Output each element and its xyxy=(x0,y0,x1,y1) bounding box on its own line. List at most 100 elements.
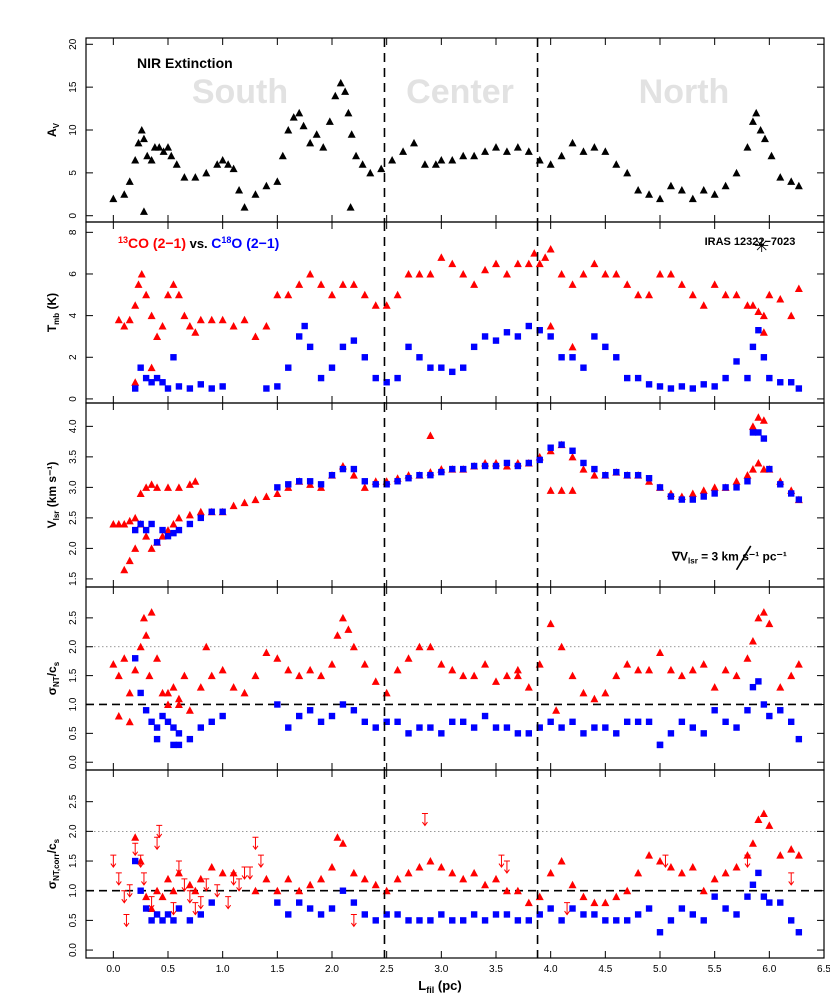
sigma_nt-13co-triangle-point xyxy=(656,648,664,657)
sigma_nt-13co-triangle-point xyxy=(120,654,129,662)
sigma_nt-13co-triangle-point xyxy=(645,665,654,674)
av-nir-triangle-point xyxy=(568,138,577,147)
sigma_nt-c18o-square-point xyxy=(148,718,155,726)
sigma_nt_corr-c18o-square-point xyxy=(492,911,500,918)
av-y-tick-label: 15 xyxy=(68,81,79,93)
sigma_nt_corr-c18o-square-point xyxy=(405,917,412,924)
sigma_nt_corr-13co-triangle-point xyxy=(513,886,522,895)
sigma_nt-c18o-square-point xyxy=(766,712,773,720)
sigma_nt_corr-c18o-square-point xyxy=(678,905,686,912)
av-nir-triangle-point xyxy=(143,151,152,160)
vlsr-c18o-square-point xyxy=(558,441,565,448)
sigma_nt-c18o-square-point xyxy=(536,724,543,731)
av-nir-triangle-point xyxy=(312,130,321,138)
av-nir-triangle-point xyxy=(748,117,757,125)
vlsr-13co-triangle-point xyxy=(164,483,172,491)
vlsr-13co-triangle-point xyxy=(120,519,129,528)
tmb-c18o-square-point xyxy=(700,381,707,388)
vlsr-c18o-square-point xyxy=(760,435,768,442)
vlsr-gradient-line xyxy=(735,545,752,571)
sigma_nt_corr-13co-triangle-point xyxy=(765,821,774,829)
vlsr-13co-triangle-point xyxy=(240,498,249,507)
vlsr-c18o-square-point xyxy=(795,496,803,503)
x-tick-label: 4.5 xyxy=(598,964,612,975)
vlsr-13co-triangle-point xyxy=(349,471,358,479)
sigma_nt-c18o-square-point xyxy=(197,724,204,731)
av-nir-triangle-point xyxy=(278,151,287,160)
av-nir-triangle-point xyxy=(180,173,189,181)
sigma_nt_corr-13co-triangle-point xyxy=(787,845,796,853)
tmb-13co-triangle-point xyxy=(546,322,555,330)
sigma_nt-c18o-square-point xyxy=(175,741,183,749)
sigma_nt-13co-triangle-point xyxy=(524,683,533,691)
sigma_nt_corr-13co-upper-limit-arrow-point xyxy=(154,836,161,851)
sigma_nt_corr-13co-triangle-point xyxy=(688,862,697,871)
tmb-13co-triangle-point xyxy=(481,265,490,274)
av-nir-triangle-point xyxy=(470,151,479,160)
sigma_nt-c18o-square-point xyxy=(547,718,554,726)
vlsr-c18o-square-point xyxy=(285,481,292,488)
frame-layer: 0 5 10 15 20 AV NIR Extinction 0 2 4 6 8 Tmb (K) 13CO… xyxy=(45,37,830,975)
vlsr-y-axis-label: Vlsr (km s⁻¹) xyxy=(45,462,61,529)
sigma_nt_corr-13co-triangle-point xyxy=(262,874,271,883)
sigma_nt_corr-13co-triangle-point xyxy=(218,868,227,877)
av-nir-triangle-point xyxy=(120,190,129,198)
vlsr-c18o-square-point xyxy=(711,490,718,497)
sigma_nt-c18o-square-point xyxy=(427,724,434,731)
sigma_nt_corr-13co-triangle-point xyxy=(328,862,336,871)
av-nir-triangle-point xyxy=(331,91,340,100)
tmb-13co-triangle-point xyxy=(382,301,391,309)
tmb-c18o-square-point xyxy=(153,374,161,382)
tmb-c18o-square-point xyxy=(689,385,696,392)
av-nir-triangle-point xyxy=(420,160,429,168)
sigma_nt_corr-c18o-square-point xyxy=(613,917,620,924)
av-nir-triangle-point xyxy=(262,181,271,190)
sigma_nt_corr-13co-triangle-point xyxy=(338,839,347,847)
vlsr-c18o-square-point xyxy=(591,465,598,473)
tmb-13co-triangle-point xyxy=(754,307,763,315)
av-nir-triangle-point xyxy=(410,138,418,147)
tmb-13co-triangle-point xyxy=(393,290,402,299)
tmb-13co-triangle-point xyxy=(513,259,522,268)
tmb-c18o-square-point xyxy=(503,329,511,336)
tmb-c18o-square-point xyxy=(602,343,609,351)
sigma_nt_corr-13co-upper-limit-arrow-point xyxy=(247,866,253,880)
sigma_nt-c18o-square-point xyxy=(153,735,161,743)
av-nir-triangle-point xyxy=(213,160,222,168)
sigma_nt-c18o-square-point xyxy=(492,724,500,731)
tmb-y-tick-label: 0 xyxy=(68,396,79,402)
tmb-c18o-square-point xyxy=(405,343,412,351)
sigma_nt-13co-triangle-point xyxy=(754,613,763,622)
sigma_nt-13co-triangle-point xyxy=(164,700,172,708)
tmb-c18o-square-point xyxy=(744,374,751,382)
vlsr-13co-triangle-point xyxy=(754,458,763,467)
tmb-13co-triangle-point xyxy=(721,290,730,299)
av-nir-triangle-point xyxy=(677,186,686,194)
av-nir-triangle-point xyxy=(139,207,148,215)
sigma_nt-13co-triangle-point xyxy=(109,660,118,668)
vlsr-13co-triangle-point xyxy=(196,507,205,516)
tmb-c18o-square-point xyxy=(470,343,478,351)
sigma_nt-c18o-square-point xyxy=(449,718,456,726)
sigma_nt_corr-13co-triangle-point xyxy=(612,892,621,901)
tmb-c18o-square-point xyxy=(317,374,325,382)
tmb-c18o-square-point xyxy=(372,374,379,382)
tmb-c18o-square-point xyxy=(492,337,500,344)
tmb-13co-triangle-point xyxy=(131,301,140,309)
tmb-c18o-square-point xyxy=(383,379,390,386)
sigma_nt-13co-triangle-point xyxy=(295,671,304,680)
tmb-c18o-square-point xyxy=(197,381,204,388)
sigma_nt_corr-c18o-square-point xyxy=(689,911,696,918)
sigma_nt_corr-13co-upper-limit-arrow-point xyxy=(186,890,193,904)
tmb-13co-triangle-point xyxy=(645,290,654,299)
sigma_nt-c18o-square-point xyxy=(558,724,565,731)
av-nir-triangle-point xyxy=(732,168,741,177)
vlsr-13co-triangle-point xyxy=(125,516,134,525)
av-nir-triangle-point xyxy=(202,168,211,177)
sigma_nt-13co-triangle-point xyxy=(169,683,178,691)
tmb-y-tick-label: 4 xyxy=(68,312,79,318)
sigma_nt-13co-triangle-point xyxy=(787,671,796,680)
sigma_nt_corr-13co-triangle-point xyxy=(437,862,446,871)
vlsr-c18o-square-point xyxy=(132,526,139,534)
